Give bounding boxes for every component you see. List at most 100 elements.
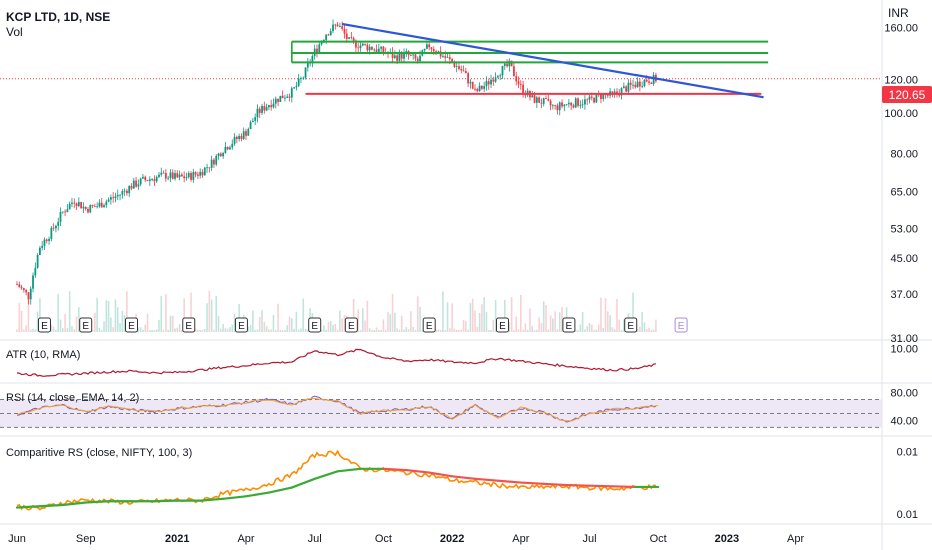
- earnings-marker[interactable]: E: [495, 317, 509, 333]
- volume-bar: [382, 319, 385, 332]
- earnings-marker[interactable]: E: [624, 317, 638, 333]
- candle-body: [494, 77, 497, 82]
- trendline[interactable]: [341, 22, 764, 99]
- candle-body: [375, 49, 378, 52]
- candle-body: [531, 95, 534, 98]
- volume-bar: [547, 329, 550, 332]
- earnings-marker[interactable]: E: [125, 317, 138, 333]
- symbol-title: KCP LTD, 1D, NSE: [6, 10, 110, 24]
- earnings-marker[interactable]: E: [422, 317, 436, 333]
- candle-body: [652, 74, 655, 84]
- candle-body: [581, 104, 584, 106]
- volume-bar: [481, 304, 483, 332]
- indicator-tick-label: 0.01: [897, 446, 918, 458]
- earnings-marker[interactable]: E: [234, 317, 248, 333]
- volume-bar: [487, 329, 490, 332]
- earnings-marker[interactable]: E: [79, 317, 93, 333]
- candle-body: [556, 105, 559, 111]
- candle-body: [371, 46, 373, 50]
- earnings-marker[interactable]: E: [344, 317, 358, 333]
- candle-body: [535, 97, 538, 103]
- volume-bar: [531, 325, 534, 332]
- volume-bar: [20, 310, 23, 332]
- candle-body: [517, 81, 520, 85]
- volume-bar: [373, 330, 376, 332]
- earnings-marker[interactable]: E: [308, 317, 322, 333]
- earnings-marker[interactable]: E: [182, 317, 196, 333]
- candle-body: [194, 172, 197, 175]
- earnings-box: [234, 317, 248, 333]
- candle-body: [295, 85, 298, 88]
- volume-bar: [446, 302, 449, 332]
- candle-body: [350, 37, 353, 39]
- candle-body: [338, 26, 341, 27]
- candle-body: [396, 55, 399, 61]
- candle-body: [471, 81, 474, 89]
- candle-body: [579, 104, 582, 106]
- volume-bar: [357, 309, 360, 332]
- volume-bar: [588, 322, 591, 332]
- candle-body: [332, 24, 334, 32]
- candle-body: [487, 81, 490, 85]
- volume-bar: [574, 329, 577, 332]
- candle-body: [503, 63, 506, 66]
- volume-label: Vol: [6, 25, 23, 39]
- earnings-box: [182, 317, 196, 333]
- volume-bar: [162, 329, 165, 332]
- candle-body: [151, 179, 154, 181]
- volume-bar: [325, 329, 327, 332]
- atr-line: [16, 348, 657, 377]
- volume-bar: [389, 314, 392, 332]
- earnings-glyph: E: [499, 321, 506, 332]
- time-tick-label: Jul: [582, 533, 596, 545]
- volume-bar: [281, 329, 284, 332]
- candle-body: [590, 96, 593, 98]
- volume-bar: [371, 329, 373, 332]
- volume-bar: [171, 315, 174, 332]
- volume-bar: [222, 323, 224, 332]
- candle-body: [391, 52, 394, 58]
- candle-body: [600, 94, 602, 99]
- candle-body: [192, 172, 195, 180]
- volume-bar: [462, 320, 465, 332]
- candle-body: [18, 284, 21, 288]
- candle-body: [213, 159, 215, 165]
- earnings-marker[interactable]: E: [37, 317, 51, 333]
- volume-bar: [231, 324, 234, 332]
- volume-bar: [650, 329, 653, 332]
- earnings-marker[interactable]: E: [674, 317, 688, 333]
- candle-body: [217, 153, 220, 157]
- crs-ma-segment: [222, 495, 248, 500]
- volume-bar: [400, 315, 403, 332]
- candle-body: [382, 46, 385, 53]
- candle-body: [490, 79, 492, 85]
- crs-ma-segment: [542, 482, 568, 487]
- rsi-title[interactable]: RSI (14, close, EMA, 14, 2): [6, 392, 139, 404]
- volume-bar: [522, 329, 524, 332]
- volume-bar: [229, 327, 231, 332]
- volume-bar: [183, 298, 185, 332]
- candle-body: [361, 43, 364, 46]
- price-axis-ticks: 160.00 120.00 100.00 80.00 65.00 53.00 45.00 37…: [884, 22, 918, 345]
- candle-body: [162, 172, 165, 174]
- earnings-marker[interactable]: E: [562, 317, 576, 333]
- candle-body: [91, 205, 94, 206]
- earnings-glyph: E: [566, 321, 573, 332]
- crs-ma-segment: [244, 491, 270, 498]
- candle-body: [455, 66, 458, 67]
- volume-bar: [68, 291, 71, 332]
- earnings-glyph: E: [311, 321, 318, 332]
- horizontal-levels[interactable]: [291, 40, 769, 95]
- candle-body: [423, 48, 426, 51]
- candle-body: [222, 153, 224, 157]
- atr-title[interactable]: ATR (10, RMA): [6, 349, 80, 361]
- volume-bar: [233, 313, 236, 332]
- earnings-box: [308, 317, 322, 333]
- candle-body: [460, 69, 463, 71]
- volume-bar: [609, 315, 611, 332]
- candle-body: [551, 105, 554, 107]
- crs-title[interactable]: Comparitive RS (close, NIFTY, 100, 3): [6, 447, 192, 459]
- candle-body: [554, 105, 557, 107]
